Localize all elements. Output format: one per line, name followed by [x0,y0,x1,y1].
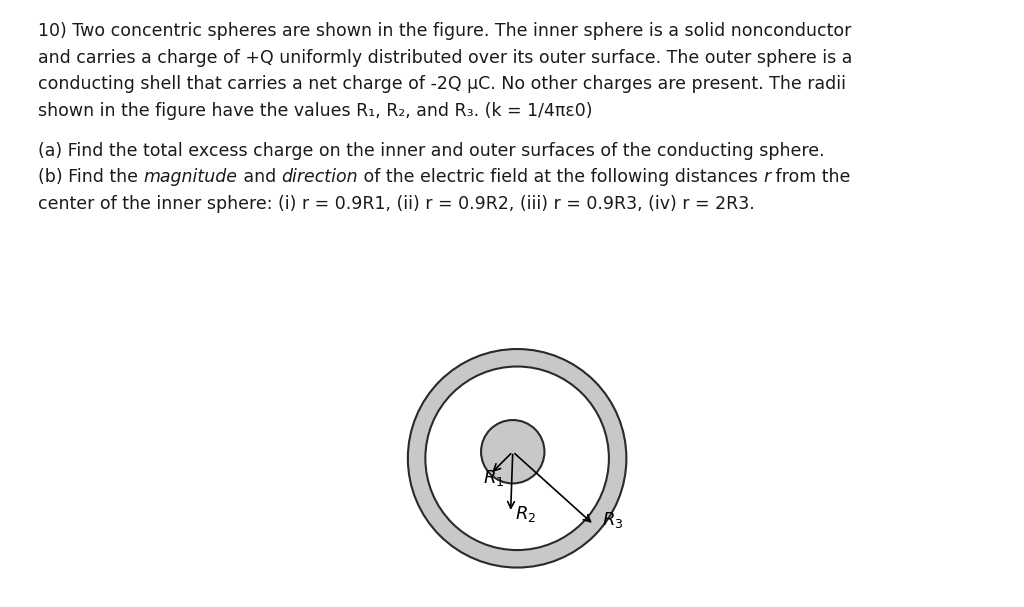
Text: and: and [238,168,282,186]
Text: magnitude: magnitude [143,168,238,186]
Text: of the electric field at the following distances: of the electric field at the following d… [357,168,763,186]
Text: and carries a charge of +Q uniformly distributed over its outer surface. The out: and carries a charge of +Q uniformly dis… [38,49,852,67]
Text: 10) Two concentric spheres are shown in the figure. The inner sphere is a solid : 10) Two concentric spheres are shown in … [38,22,851,40]
Text: (a) Find the total excess charge on the inner and outer surfaces of the conducti: (a) Find the total excess charge on the … [38,141,824,160]
Circle shape [425,367,609,550]
Circle shape [408,349,627,568]
Text: from the: from the [770,168,851,186]
Text: $R_3$: $R_3$ [601,510,623,530]
Text: $R_1$: $R_1$ [482,468,504,488]
Circle shape [481,420,545,483]
Text: (b) Find the: (b) Find the [38,168,143,186]
Text: $R_2$: $R_2$ [515,504,537,524]
Text: direction: direction [282,168,357,186]
Text: r: r [763,168,770,186]
Text: shown in the figure have the values R₁, R₂, and R₃. (k = 1/4πε0): shown in the figure have the values R₁, … [38,101,593,120]
Text: center of the inner sphere: (i) r = 0.9R1, (ii) r = 0.9R2, (iii) r = 0.9R3, (iv): center of the inner sphere: (i) r = 0.9R… [38,194,755,212]
Text: conducting shell that carries a net charge of -2Q μC. No other charges are prese: conducting shell that carries a net char… [38,75,846,93]
